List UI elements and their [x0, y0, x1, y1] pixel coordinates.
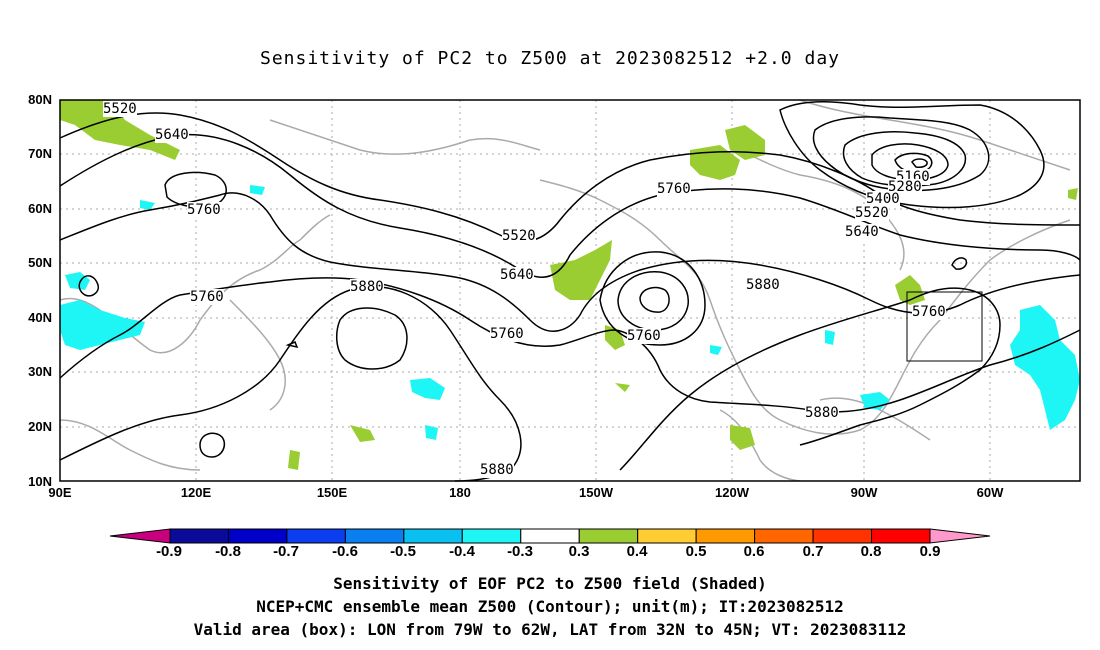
lon-tick: 90W	[850, 485, 878, 500]
contour-label: 5760	[190, 289, 224, 305]
colorbar-label: -0.4	[449, 543, 475, 560]
contour-label: 5760	[912, 304, 946, 320]
contour-label: 5760	[490, 326, 524, 342]
lat-tick: 10N	[28, 474, 52, 489]
colorbar-swatch	[520, 528, 580, 544]
colorbar-swatch	[461, 528, 522, 544]
contour-label: 5640	[155, 127, 189, 143]
colorbar-label: 0.4	[626, 543, 648, 560]
valid-area-box	[906, 291, 983, 362]
colorbar-max-triangle	[929, 528, 991, 544]
colorbar-swatch	[637, 528, 697, 544]
lon-tick: 90E	[48, 485, 72, 500]
colorbar-min-triangle	[109, 528, 171, 544]
caption-line-1: Sensitivity of EOF PC2 to Z500 field (Sh…	[333, 574, 767, 593]
contour-label: 5880	[480, 462, 514, 478]
gridlines	[60, 100, 1080, 481]
coastlines	[59, 99, 1071, 482]
colorbar-label: 0.6	[743, 543, 765, 560]
lon-tick: 120E	[180, 485, 212, 500]
contour-label: 5760	[627, 328, 661, 344]
positive-sensitivity	[60, 100, 1078, 470]
contour-label: 5520	[103, 101, 137, 117]
colorbar-label: -0.8	[215, 543, 241, 560]
colorbar-label: 0.8	[860, 543, 882, 560]
lon-tick: 120W	[715, 485, 749, 500]
lat-tick: 80N	[28, 92, 52, 107]
lon-tick: 60W	[976, 485, 1004, 500]
colorbar-swatch	[169, 528, 229, 544]
colorbar-label: -0.5	[390, 543, 416, 560]
colorbar-swatch	[403, 528, 463, 544]
colorbar-label: -0.6	[332, 543, 358, 560]
lat-tick: 30N	[28, 364, 52, 379]
contour-label: 5880	[350, 279, 384, 295]
contour-label: 5640	[845, 224, 879, 240]
negative-sensitivity	[60, 185, 1080, 440]
colorbar	[109, 528, 991, 544]
caption-line-2: NCEP+CMC ensemble mean Z500 (Contour); u…	[256, 597, 844, 616]
contour-label: 5880	[805, 405, 839, 421]
contour-label: 5400	[866, 191, 900, 207]
colorbar-label: -0.9	[156, 543, 182, 560]
contour-label: 5880	[746, 277, 780, 293]
colorbar-label: 0.7	[802, 543, 824, 560]
colorbar-label: -0.3	[507, 543, 533, 560]
colorbar-label: 0.5	[685, 543, 707, 560]
colorbar-label: 0.3	[568, 543, 590, 560]
lon-tick: 180	[449, 485, 471, 500]
colorbar-swatch	[286, 528, 346, 544]
colorbar-swatch	[578, 528, 639, 544]
contour-label: 5520	[855, 205, 889, 221]
map-title: Sensitivity of PC2 to Z500 at 2023082512…	[259, 48, 840, 69]
lat-tick: 70N	[28, 146, 52, 161]
colorbar-swatch	[754, 528, 814, 544]
contour-label: 5760	[187, 202, 221, 218]
lon-tick: 150E	[316, 485, 348, 500]
colorbar-label: 0.9	[919, 543, 941, 560]
lat-tick: 20N	[28, 419, 52, 434]
lat-tick: 50N	[28, 255, 52, 270]
colorbar-swatch	[812, 528, 873, 544]
contour-label: 5520	[502, 228, 536, 244]
lat-tick: 60N	[28, 201, 52, 216]
lat-tick: 40N	[28, 310, 52, 325]
colorbar-swatch	[344, 528, 405, 544]
colorbar-swatch	[695, 528, 756, 544]
caption-line-3: Valid area (box): LON from 79W to 62W, L…	[193, 620, 907, 639]
lon-tick: 150W	[579, 485, 613, 500]
colorbar-swatch	[227, 528, 288, 544]
colorbar-label: -0.7	[273, 543, 299, 560]
contour-label: 5760	[657, 181, 691, 197]
contour-label: 5640	[500, 267, 534, 283]
map-frame	[59, 99, 1081, 482]
colorbar-swatch	[871, 528, 931, 544]
